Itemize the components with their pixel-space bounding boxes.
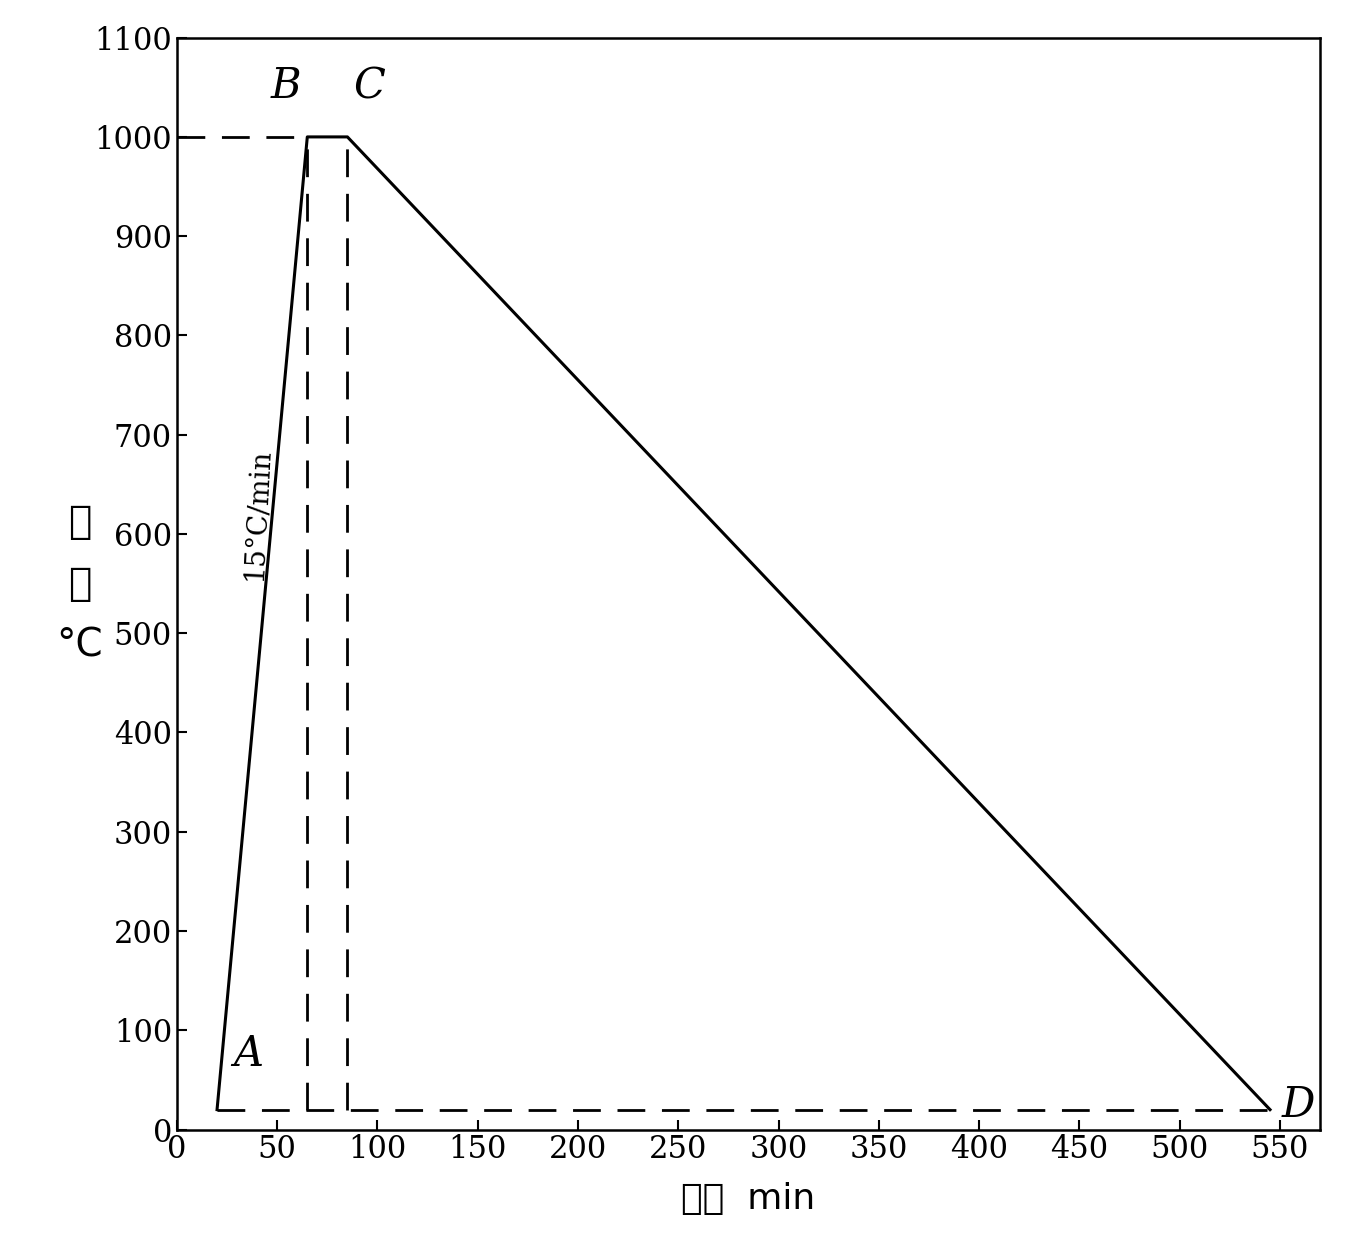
Text: 温
度
°C: 温 度 °C (56, 502, 103, 665)
X-axis label: 时间  min: 时间 min (682, 1182, 815, 1216)
Text: C: C (354, 65, 385, 107)
Text: A: A (233, 1033, 263, 1074)
Text: 15°C/min: 15°C/min (240, 447, 274, 581)
Text: D: D (1282, 1083, 1316, 1126)
Text: B: B (271, 65, 301, 107)
